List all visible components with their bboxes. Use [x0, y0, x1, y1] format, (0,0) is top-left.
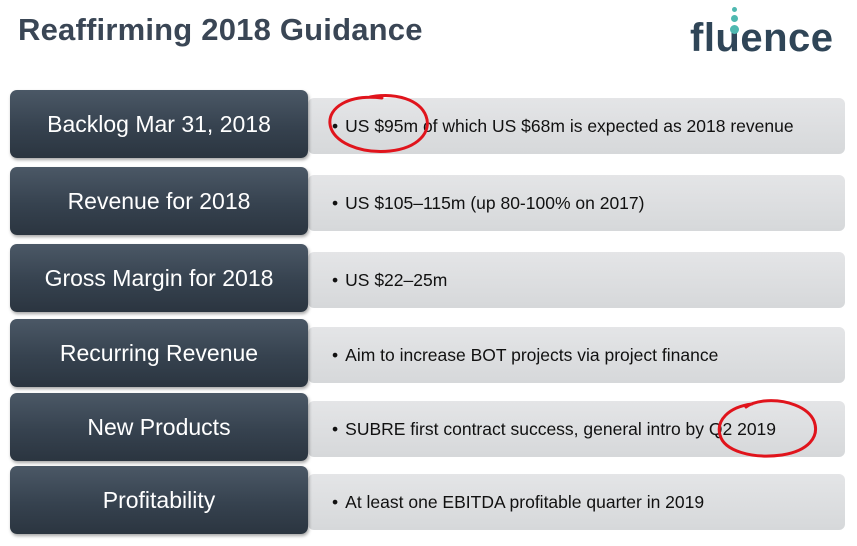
- page-title: Reaffirming 2018 Guidance: [18, 12, 423, 47]
- bullet-icon: •: [332, 115, 339, 136]
- row-value: US $22–25m: [345, 269, 448, 290]
- row-value: US $105–115m (up 80-100% on 2017): [345, 192, 645, 213]
- row-label: Gross Margin for 2018: [10, 244, 308, 312]
- logo-dot-top: [732, 7, 737, 12]
- row-value-box: • US $22–25m: [308, 252, 845, 308]
- guidance-row-backlog: Backlog Mar 31, 2018 • US $95m of which …: [10, 90, 845, 158]
- row-value-box: • US $95m of which US $68m is expected a…: [308, 98, 845, 154]
- row-value: US $95m of which US $68m is expected as …: [345, 115, 794, 136]
- row-value: SUBRE first contract success, general in…: [345, 418, 777, 439]
- bullet-icon: •: [332, 418, 339, 439]
- row-value: At least one EBITDA profitable quarter i…: [345, 491, 705, 512]
- row-value-box: • At least one EBITDA profitable quarter…: [308, 474, 845, 530]
- row-value-box: • US $105–115m (up 80-100% on 2017): [308, 175, 845, 231]
- bullet-icon: •: [332, 192, 339, 213]
- row-value-box: • SUBRE first contract success, general …: [308, 401, 845, 457]
- row-value-box: • Aim to increase BOT projects via proje…: [308, 327, 845, 383]
- logo-text: fluence: [690, 16, 834, 60]
- guidance-row-recurring-revenue: Recurring Revenue • Aim to increase BOT …: [10, 319, 845, 387]
- row-label: Profitability: [10, 466, 308, 534]
- guidance-row-revenue: Revenue for 2018 • US $105–115m (up 80-1…: [10, 167, 845, 235]
- row-label: Recurring Revenue: [10, 319, 308, 387]
- row-value: Aim to increase BOT projects via project…: [345, 344, 719, 365]
- fluence-logo: fluence: [690, 4, 850, 66]
- row-label: Revenue for 2018: [10, 167, 308, 235]
- guidance-row-gross-margin: Gross Margin for 2018 • US $22–25m: [10, 244, 845, 312]
- guidance-row-profitability: Profitability • At least one EBITDA prof…: [10, 466, 845, 534]
- bullet-icon: •: [332, 491, 339, 512]
- bullet-icon: •: [332, 269, 339, 290]
- logo-dot-low: [730, 25, 739, 34]
- logo-dot-mid: [731, 15, 738, 22]
- row-label: Backlog Mar 31, 2018: [10, 90, 308, 158]
- guidance-row-new-products: New Products • SUBRE first contract succ…: [10, 393, 845, 461]
- row-label: New Products: [10, 393, 308, 461]
- bullet-icon: •: [332, 344, 339, 365]
